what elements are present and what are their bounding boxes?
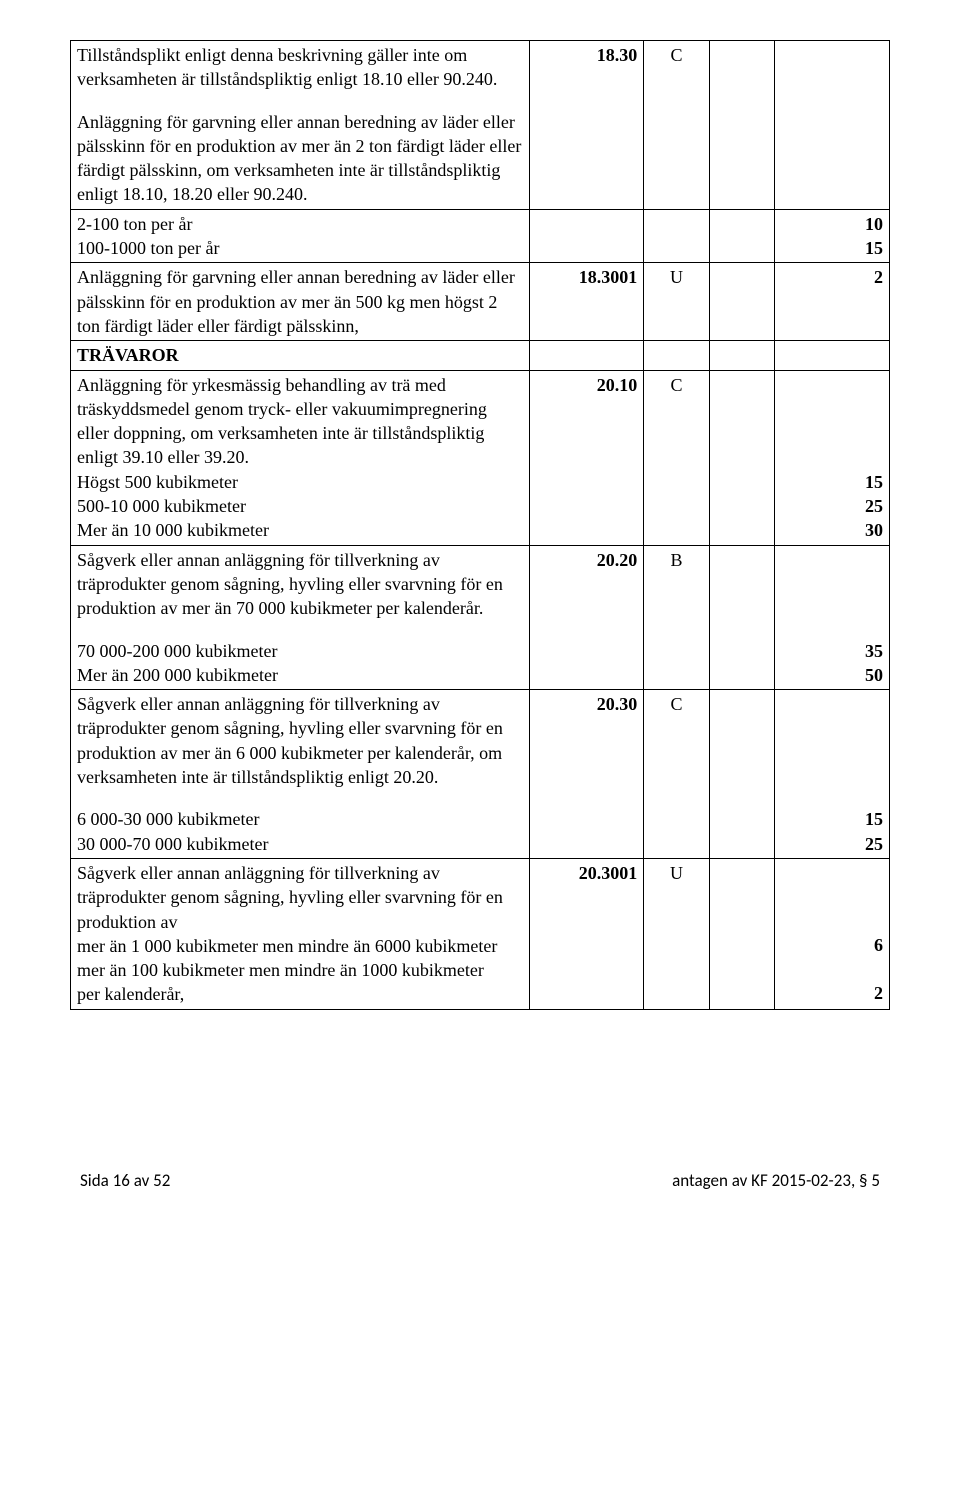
line: mer än 100 kubikmeter men mindre än 1000…: [77, 958, 523, 982]
empty-cell: [709, 370, 775, 545]
code-cell: 20.3001: [529, 858, 644, 1009]
val: 15: [781, 236, 883, 260]
desc-cell: 2-100 ton per år 100-1000 ton per år: [71, 209, 530, 263]
desc-cell: Tillståndsplikt enligt denna beskrivning…: [71, 41, 530, 210]
para: Anläggning för garvning eller annan bere…: [77, 110, 523, 207]
letter-cell: B: [644, 545, 710, 689]
val: 25: [781, 832, 883, 856]
empty-cell: [775, 41, 890, 210]
letter-cell: C: [644, 370, 710, 545]
empty-cell: [709, 545, 775, 689]
value-cell: 15 25 30: [775, 370, 890, 545]
letter-cell: [644, 209, 710, 263]
regulation-table: Tillståndsplikt enligt denna beskrivning…: [70, 40, 890, 1010]
para: Sågverk eller annan anläggning för tillv…: [77, 861, 523, 934]
letter-cell: C: [644, 690, 710, 859]
para: Tillståndsplikt enligt denna beskrivning…: [77, 43, 523, 92]
value-cell: 2: [775, 263, 890, 341]
section-title: TRÄVAROR: [71, 341, 530, 370]
empty-cell: [709, 690, 775, 859]
code-cell: 18.3001: [529, 263, 644, 341]
desc-cell: Anläggning för garvning eller annan bere…: [71, 263, 530, 341]
desc-cell: Sågverk eller annan anläggning för tillv…: [71, 690, 530, 859]
empty-cell: [709, 41, 775, 210]
empty-cell: [709, 858, 775, 1009]
line: 70 000-200 000 kubikmeter: [77, 639, 523, 663]
footer-right: antagen av KF 2015-02-23, § 5: [672, 1170, 880, 1191]
footer-left: Sida 16 av 52: [80, 1170, 170, 1191]
empty-cell: [709, 209, 775, 263]
para: Sågverk eller annan anläggning för tillv…: [77, 692, 523, 789]
val: 30: [781, 518, 883, 542]
line: 6 000-30 000 kubikmeter: [77, 807, 523, 831]
code-cell: [529, 209, 644, 263]
line: per kalenderår,: [77, 982, 523, 1006]
line: Mer än 200 000 kubikmeter: [77, 663, 523, 687]
empty-cell: [529, 341, 644, 370]
code-cell: 18.30: [529, 41, 644, 210]
letter-cell: U: [644, 263, 710, 341]
empty-cell: [709, 263, 775, 341]
letter-cell: U: [644, 858, 710, 1009]
code-cell: 20.30: [529, 690, 644, 859]
para: Anläggning för yrkesmässig behandling av…: [77, 373, 523, 470]
page-footer: Sida 16 av 52 antagen av KF 2015-02-23, …: [70, 1170, 890, 1191]
desc-cell: Sågverk eller annan anläggning för tillv…: [71, 858, 530, 1009]
val: 35: [781, 639, 883, 663]
val: 10: [781, 212, 883, 236]
line: 2-100 ton per år: [77, 212, 523, 236]
line: mer än 1 000 kubikmeter men mindre än 60…: [77, 934, 523, 958]
value-cell: 15 25: [775, 690, 890, 859]
value-cell: 10 15: [775, 209, 890, 263]
val: 15: [781, 470, 883, 494]
desc-cell: Anläggning för yrkesmässig behandling av…: [71, 370, 530, 545]
line: Högst 500 kubikmeter: [77, 470, 523, 494]
empty-cell: [709, 341, 775, 370]
code-cell: 20.10: [529, 370, 644, 545]
desc-cell: Sågverk eller annan anläggning för tillv…: [71, 545, 530, 689]
val: 15: [781, 807, 883, 831]
line: 500-10 000 kubikmeter: [77, 494, 523, 518]
value-cell: 35 50: [775, 545, 890, 689]
val: 25: [781, 494, 883, 518]
code-cell: 20.20: [529, 545, 644, 689]
line: 30 000-70 000 kubikmeter: [77, 832, 523, 856]
val: 2: [781, 981, 883, 1005]
val: 6: [781, 933, 883, 981]
empty-cell: [775, 341, 890, 370]
line: 100-1000 ton per år: [77, 236, 523, 260]
empty-cell: [644, 341, 710, 370]
letter-cell: C: [644, 41, 710, 210]
value-cell: 6 2: [775, 858, 890, 1009]
val: 50: [781, 663, 883, 687]
para: Sågverk eller annan anläggning för tillv…: [77, 548, 523, 621]
line: Mer än 10 000 kubikmeter: [77, 518, 523, 542]
